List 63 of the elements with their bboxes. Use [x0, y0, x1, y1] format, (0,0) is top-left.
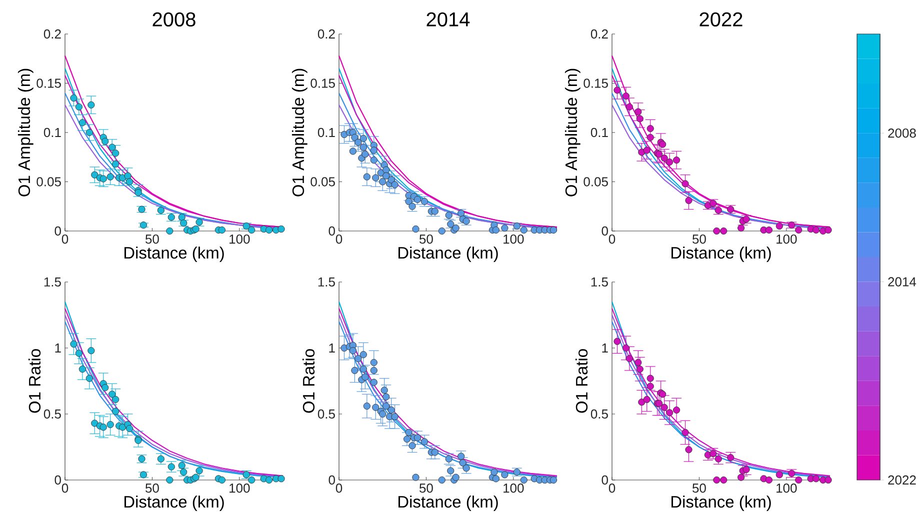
x-tick-label: 0 [336, 234, 342, 244]
y-tick-label: 0.15 [310, 78, 335, 88]
x-tick-label: 50 [419, 484, 433, 493]
x-tick-label: 50 [692, 484, 706, 493]
x-tick-label: 100 [776, 484, 797, 493]
x-axis-title: Distance (km) [124, 246, 224, 262]
y-tick-label: 0.5 [318, 409, 335, 419]
x-tick-label: 50 [692, 234, 706, 244]
y-tick-label: 1 [602, 344, 608, 352]
x-tick-label: 100 [230, 234, 250, 244]
x-tick-label: 50 [145, 234, 159, 244]
x-tick-label: 50 [419, 234, 433, 244]
y-tick-label: 0.1 [318, 128, 335, 138]
x-axis-title: Distance (km) [671, 246, 771, 262]
chart-title: 2022 [700, 12, 742, 27]
x-tick-label: 0 [608, 234, 616, 244]
color-bar-label: 2008 [888, 128, 916, 138]
y-tick-label: 0 [602, 226, 608, 236]
x-tick-label: 100 [504, 234, 524, 244]
y-tick-label: 0.15 [584, 78, 608, 88]
y-tick-label: 0.05 [310, 177, 335, 186]
y-tick-label: 0.15 [36, 78, 61, 88]
y-tick-label: 0 [328, 475, 335, 485]
chart-title: 2008 [152, 12, 196, 27]
x-axis-title: Distance (km) [398, 496, 498, 511]
color-bar-label: 2014 [888, 277, 916, 286]
x-tick-label: 100 [230, 484, 250, 493]
y-tick-label: 0 [54, 226, 61, 236]
x-axis-title: Distance (km) [124, 496, 224, 511]
y-tick-label: 0 [602, 475, 608, 485]
chart-title: 2014 [426, 12, 470, 27]
x-axis-title: Distance (km) [398, 246, 498, 262]
y-tick-label: 1.5 [591, 277, 608, 287]
y-tick-label: 0.2 [590, 29, 608, 39]
y-tick-label: 0.2 [318, 29, 335, 39]
y-axis-title: O1 Ratio [575, 349, 588, 413]
x-axis-title: Distance (km) [671, 496, 771, 511]
y-tick-label: 0.1 [44, 128, 61, 138]
y-tick-label: 0.5 [590, 409, 608, 419]
x-tick-label: 100 [776, 234, 797, 244]
y-tick-label: 0.5 [44, 409, 61, 419]
y-tick-label: 0.1 [590, 128, 608, 138]
y-tick-label: 1 [329, 344, 335, 352]
y-tick-label: 0.05 [584, 177, 608, 186]
x-tick-label: 100 [504, 484, 524, 493]
y-tick-label: 0 [54, 475, 61, 485]
x-tick-label: 0 [608, 484, 616, 493]
y-tick-label: 0 [328, 226, 335, 236]
y-axis-title: O1 Ratio [28, 349, 41, 413]
y-axis-title: O1 Ratio [302, 349, 315, 413]
y-tick-label: 0.05 [36, 177, 61, 186]
y-axis-title: O1 Amplitude (m) [292, 68, 308, 196]
x-tick-label: 50 [145, 484, 159, 493]
color-bar-label: 2022 [888, 475, 916, 485]
y-tick-label: 0.2 [44, 29, 61, 39]
y-axis-title: O1 Amplitude (m) [18, 68, 34, 196]
y-tick-label: 1.5 [318, 277, 335, 287]
x-tick-label: 0 [62, 484, 68, 493]
x-tick-label: 0 [336, 484, 342, 493]
y-axis-title: O1 Amplitude (m) [564, 68, 580, 196]
y-tick-label: 1 [55, 344, 61, 352]
y-tick-label: 1.5 [44, 277, 61, 287]
x-tick-label: 0 [62, 234, 68, 244]
